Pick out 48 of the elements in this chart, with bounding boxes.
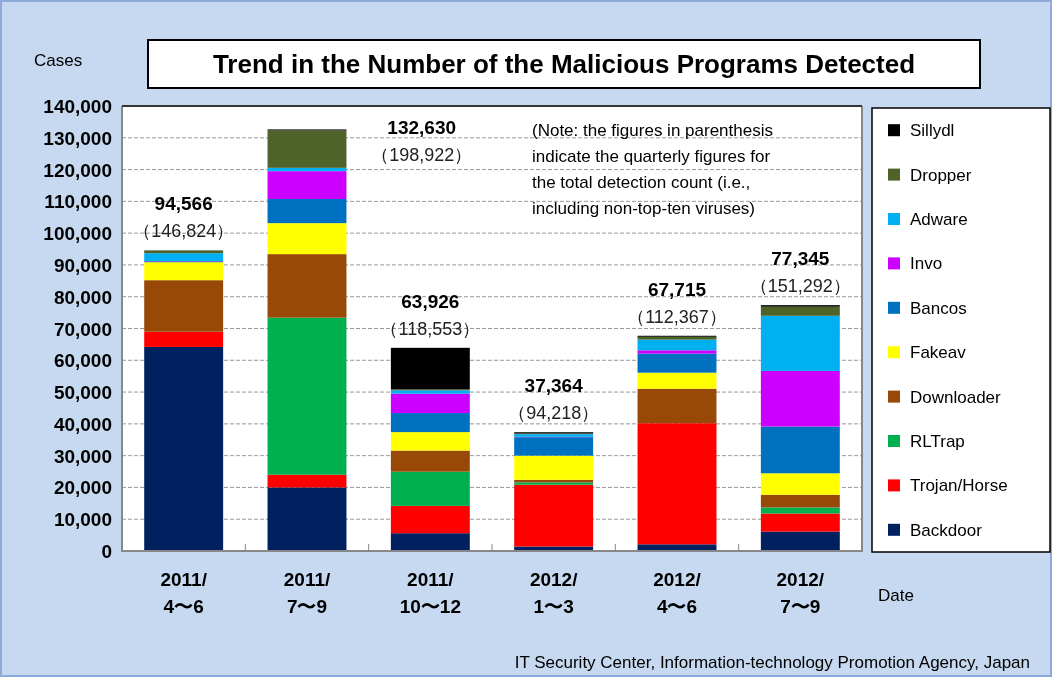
legend-label: Sillydl — [910, 121, 955, 141]
legend-label: Backdoor — [910, 520, 983, 540]
y-tick-label: 70,000 — [53, 318, 112, 340]
annotation: （94,218） — [508, 403, 600, 424]
x-tick-label: 2011/ 4〜6 — [160, 569, 208, 617]
legend-label: Fakeav — [910, 343, 967, 363]
total-label: 94,566 — [154, 193, 213, 215]
total-label: 63,926 — [401, 290, 460, 312]
y-tick-label: 40,000 — [53, 413, 112, 435]
legend-label: Bancos — [910, 298, 967, 318]
annotation: （198,922） — [371, 145, 473, 165]
y-tick-label: 90,000 — [53, 254, 112, 276]
y-tick-label: 30,000 — [53, 445, 112, 467]
legend-label: Adware — [910, 210, 968, 229]
annotation: （112,367） — [627, 306, 727, 327]
y-axis-title: Cases — [34, 51, 83, 70]
legend-label: RLTrap — [910, 432, 965, 451]
y-tick-label: 100,000 — [43, 223, 112, 245]
y-tick-label: 20,000 — [53, 477, 112, 499]
x-tick-label: 2011/ 10〜12 — [399, 569, 461, 617]
total-label: 67,715 — [647, 278, 707, 300]
total-label: 132,630 — [387, 117, 457, 138]
annotation: （146,824） — [133, 221, 235, 242]
y-tick-label: 60,000 — [53, 350, 112, 372]
total-label: 37,364 — [524, 375, 584, 397]
y-tick-label: 140,000 — [43, 96, 112, 117]
legend-label: Downloader — [910, 387, 1002, 407]
legend-label: Dropper — [910, 165, 972, 185]
annotation: （151,292） — [749, 276, 851, 297]
legend-label: Invo — [910, 254, 943, 274]
x-tick-label: 2011/ 7〜9 — [283, 569, 331, 617]
y-tick-label: 10,000 — [53, 509, 112, 531]
y-tick-label: 110,000 — [44, 191, 112, 213]
y-tick-label: 120,000 — [43, 159, 112, 181]
x-tick-label: 2012/ 1〜3 — [529, 569, 579, 617]
chart-title: Trend in the Number of the Malicious Programs Detected — [212, 49, 916, 79]
x-tick-label: 2012/ 7〜9 — [776, 569, 825, 617]
y-tick-label: 130,000 — [43, 127, 112, 149]
x-tick-label: 2012/ 4〜6 — [653, 569, 702, 617]
total-label: 77,345 — [771, 248, 830, 270]
y-tick-label: 50,000 — [53, 382, 112, 404]
x-axis-title: Date — [878, 586, 914, 605]
y-tick-label: 0 — [101, 541, 112, 562]
legend-label: Trojan/Horse — [910, 476, 1008, 496]
y-tick-label: 80,000 — [53, 286, 112, 308]
annotation: (Note: the figures in parenthesis indicate the quarterly figures for the total detection count (i.e., including non-top-ten viruses) — [532, 121, 773, 218]
text: IT Security Center, Information-technology Promotion Agency, Japan — [514, 653, 1030, 672]
annotation: （118,553） — [380, 318, 481, 339]
